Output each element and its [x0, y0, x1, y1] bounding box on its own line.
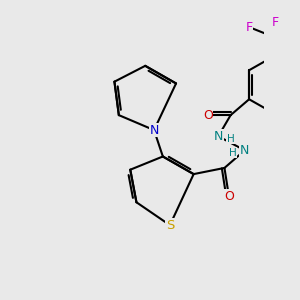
Text: N: N — [214, 130, 223, 143]
Text: O: O — [203, 109, 213, 122]
Text: N: N — [240, 144, 249, 157]
Text: H: H — [227, 134, 235, 144]
Text: N: N — [149, 124, 159, 136]
Text: F: F — [272, 16, 279, 29]
Text: F: F — [298, 21, 300, 34]
Text: O: O — [224, 190, 234, 202]
Text: F: F — [246, 21, 253, 34]
Text: H: H — [229, 148, 236, 158]
Text: S: S — [166, 219, 174, 232]
